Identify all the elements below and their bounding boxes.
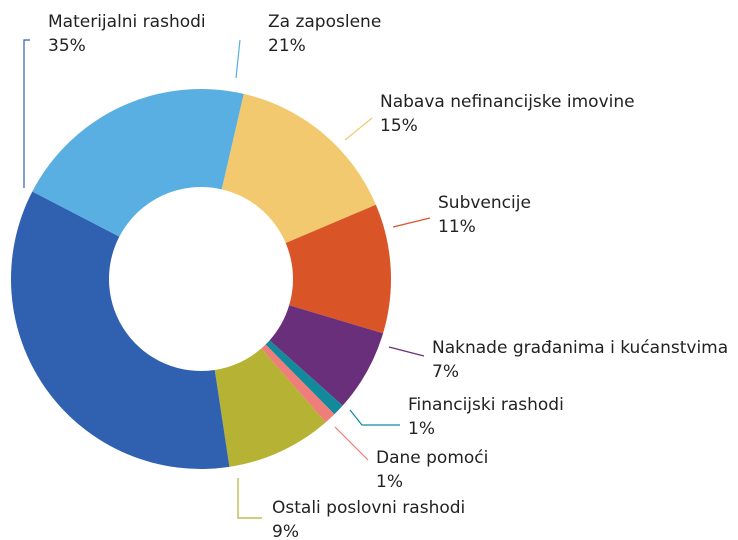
slice [261, 344, 335, 423]
slice-label: Ostali poslovni rashodi [272, 498, 465, 518]
slice [269, 305, 384, 406]
slice-label: Naknade građanima i kućanstvima [432, 338, 728, 358]
slice-label: Dane pomoći [376, 448, 488, 468]
leader-line [23, 39, 30, 188]
slice-label: Nabava nefinancijske imovine [380, 92, 635, 112]
slice-value: 15% [380, 116, 418, 136]
slice-value: 35% [48, 36, 86, 56]
slice [32, 88, 244, 237]
slice [10, 191, 230, 469]
slice [221, 93, 376, 244]
leader-line [349, 409, 400, 426]
slice-label: Financijski rashodi [408, 395, 564, 415]
leader-line [334, 426, 369, 461]
leader-line [235, 39, 241, 79]
slice-value: 9% [272, 522, 299, 540]
slice-label: Subvencije [438, 193, 531, 213]
slice [214, 348, 326, 467]
slice-value: 21% [268, 36, 306, 56]
slice-label: Materijalni rashodi [48, 12, 206, 32]
slice-value: 11% [438, 217, 476, 237]
slice [285, 204, 391, 334]
slice-value: 1% [408, 419, 435, 439]
slice-label: Za zaposlene [268, 12, 381, 32]
leader-line [388, 346, 425, 357]
leader-line [344, 117, 373, 141]
slice [265, 340, 343, 415]
slice-value: 7% [432, 362, 459, 382]
slice-value: 1% [376, 472, 403, 492]
leader-line [237, 478, 262, 519]
leader-line [392, 217, 431, 228]
